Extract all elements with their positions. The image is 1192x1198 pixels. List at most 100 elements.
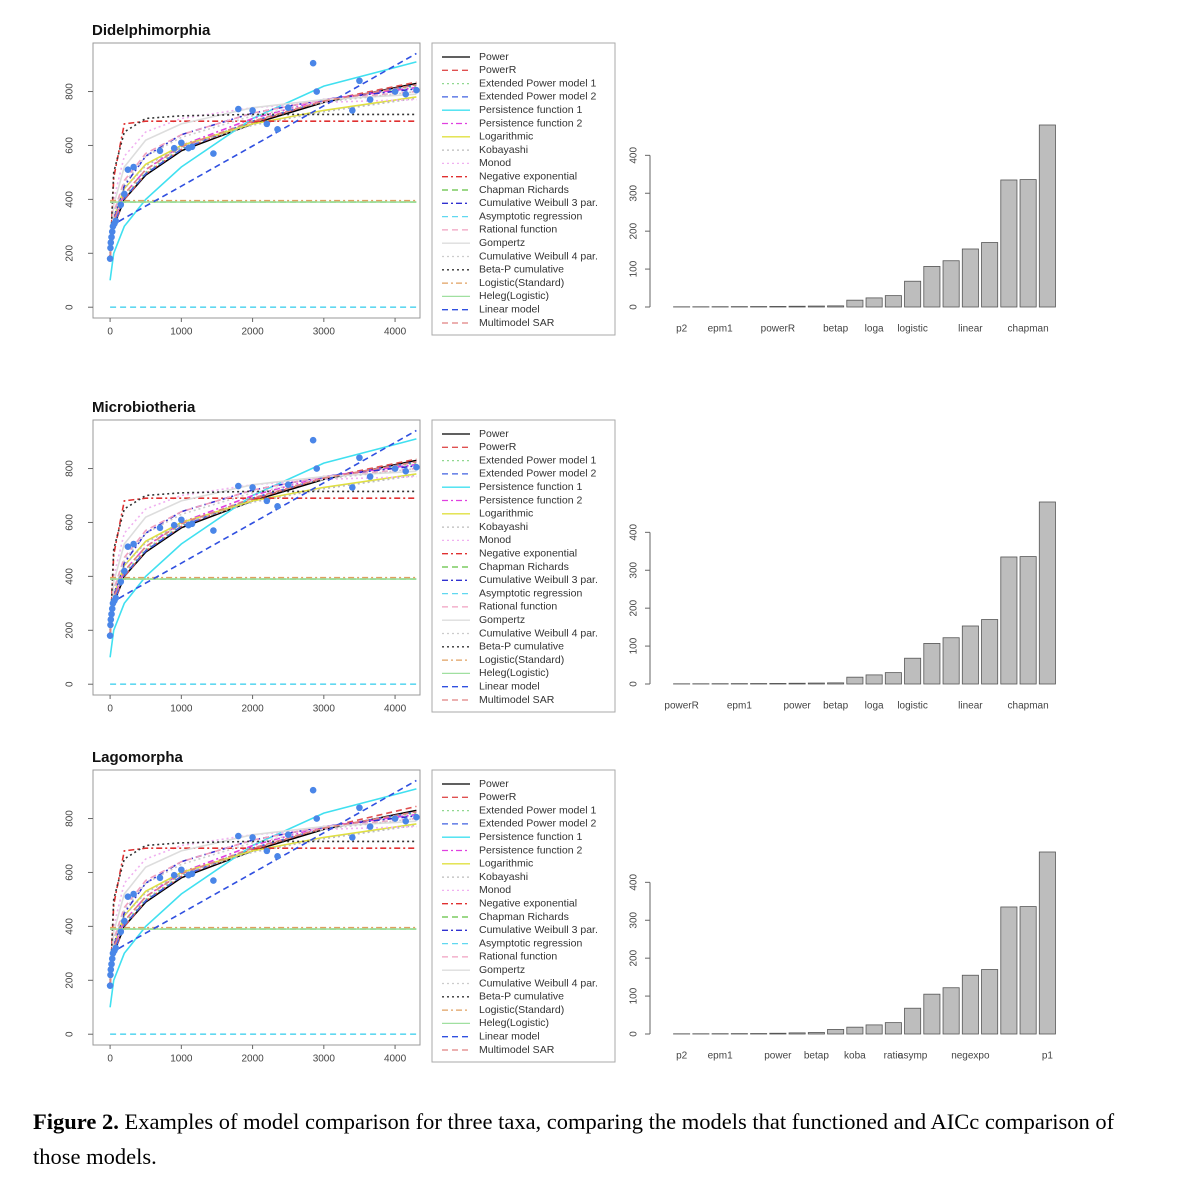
legend-label: Cumulative Weibull 3 par. [479,197,598,209]
y-tick-label: 300 [629,561,640,578]
legend-label: Logarithmic [479,131,533,143]
y-tick-label: 0 [629,1031,640,1037]
model-curve [109,90,417,259]
x-tick-label: 3000 [313,327,336,338]
legend-label: Negative exponential [479,897,577,909]
legend-label: Negative exponential [479,170,577,182]
legend-label: Extended Power model 1 [479,454,596,466]
y-tick-label: 400 [629,874,640,891]
bar [923,643,941,685]
legend-label: Kobayashi [479,521,528,533]
model-curve [109,84,417,258]
data-point [188,520,196,528]
bar [1038,851,1056,1035]
legend-label: Persistence function 1 [479,104,582,116]
bar [1000,906,1018,1035]
legend-label: Persistence function 2 [479,844,582,856]
legend-label: Power [479,778,509,790]
legend-label: Kobayashi [479,871,528,883]
model-curve [109,817,417,986]
x-tick-label: 2000 [241,327,264,338]
x-tick-label: negexpo [951,1051,990,1062]
bar [1000,556,1018,685]
x-tick-label: 2000 [241,1054,264,1065]
y-tick-label: 200 [65,245,76,262]
y-tick-label: 200 [65,972,76,989]
bar [827,1029,845,1035]
data-point [263,497,271,505]
data-point [124,166,132,174]
legend-box [431,769,616,1063]
legend-label: Rational function [479,951,557,963]
bar [865,674,883,685]
model-curve [109,779,417,955]
legend-label: PowerR [479,441,517,453]
x-tick-label: logistic [897,701,928,712]
y-tick-label: 200 [629,949,640,966]
data-point [108,233,115,241]
legend-label: Gompertz [479,964,525,976]
legend-label: Cumulative Weibull 4 par. [479,627,598,639]
bar [788,682,806,685]
legend-label: Extended Power model 2 [479,468,596,480]
bar [884,672,902,685]
data-point [235,832,242,840]
bar [769,683,787,685]
bar [923,266,941,308]
data-point [309,59,317,67]
bar [884,1022,902,1035]
model-curve [109,429,417,605]
y-tick-label: 0 [65,681,76,687]
data-point [188,143,196,151]
model-curve [109,459,417,634]
data-point [356,77,363,85]
data-point [156,524,164,532]
x-tick-label: epm1 [708,324,733,335]
legend-label: Multimodel SAR [479,317,555,329]
data-point [178,139,185,147]
legend-label: Persistence function 1 [479,481,582,493]
y-tick-label: 800 [65,83,76,100]
bar [942,987,960,1035]
bar [961,625,979,685]
legend-label: Beta-P cumulative [479,991,564,1003]
legend-label: Beta-P cumulative [479,641,564,653]
model-curve [109,840,417,986]
legend-label: Linear model [479,680,540,692]
bar [884,295,902,308]
data-point [349,484,356,491]
x-tick-label: betap [804,1051,829,1062]
bar [981,969,999,1035]
legend-label: Power [479,51,509,63]
model-curve [109,815,417,986]
data-point [178,516,185,524]
y-tick-label: 800 [65,810,76,827]
chart-title: Didelphimorphia [92,22,211,39]
y-tick-label: 200 [629,599,640,616]
legend-label: Monod [479,534,511,546]
data-point [106,255,114,262]
legend-label: Gompertz [479,614,525,626]
model-curve [109,61,417,281]
bar [769,306,787,308]
model-curve [109,817,417,986]
y-tick-label: 800 [65,460,76,477]
data-point [106,982,114,989]
y-tick-label: 400 [65,918,76,935]
data-point [117,201,125,209]
model-curve [109,475,417,636]
data-point [121,190,128,198]
data-point [107,239,115,246]
bar [1038,124,1056,308]
model-curve [109,497,417,636]
data-point [170,521,178,529]
bar [865,297,883,308]
legend-label: Asymptotic regression [479,587,582,599]
data-point [356,804,363,812]
data-point [402,90,410,98]
y-tick-label: 200 [629,222,640,239]
legend-label: Persistence function 1 [479,831,582,843]
legend-label: Monod [479,157,511,169]
model-curve [109,458,417,634]
bar [846,299,864,308]
